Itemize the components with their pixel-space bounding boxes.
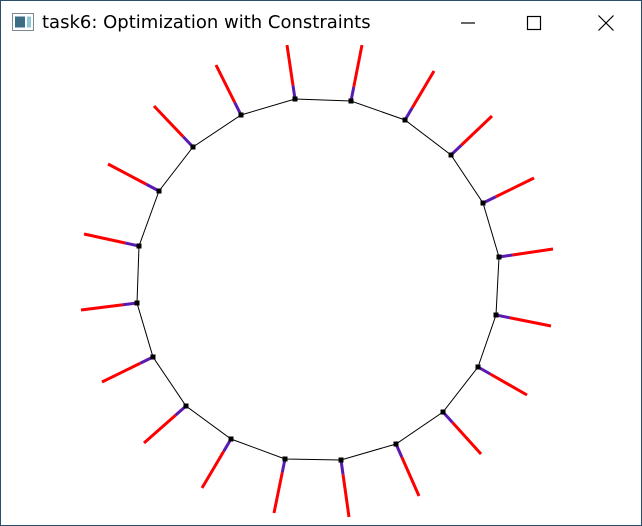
contour-node[interactable] [493, 312, 499, 318]
close-button[interactable] [583, 1, 629, 45]
normal-ray-outer [410, 70, 436, 109]
contour-node[interactable] [480, 200, 486, 206]
contour-node[interactable] [448, 152, 454, 158]
contour-nodes [134, 96, 502, 463]
close-icon [598, 15, 614, 31]
normal-ray-outer [214, 64, 237, 104]
window-title: task6: Optimization with Constraints [42, 12, 371, 33]
normal-ray-outer [460, 114, 494, 147]
normal-ray-outer [285, 45, 295, 86]
contour-node[interactable] [393, 441, 399, 447]
normal-ray-outer [200, 450, 226, 489]
contour-polygon [136, 98, 500, 461]
contour-node[interactable] [440, 409, 446, 415]
minimize-button[interactable] [445, 1, 491, 45]
contour-node[interactable] [292, 96, 298, 102]
maximize-icon [526, 15, 542, 31]
normal-ray-outer [107, 162, 147, 186]
contour-node[interactable] [156, 188, 162, 194]
contour-node[interactable] [402, 117, 408, 123]
normal-ray-outer [400, 456, 421, 497]
normal-ray-outer [451, 421, 483, 456]
normal-ray-outer [509, 316, 552, 328]
contour-node[interactable] [338, 457, 344, 463]
contour-node[interactable] [238, 112, 244, 118]
normal-ray-outer [83, 232, 126, 245]
normal-ray-outer [512, 247, 554, 257]
contour-node[interactable] [282, 456, 288, 462]
minimize-icon [461, 22, 475, 24]
normal-ray-outer [495, 176, 535, 199]
simulation-canvas[interactable] [1, 45, 641, 525]
contour-node[interactable] [475, 364, 481, 370]
contour-node[interactable] [496, 254, 502, 260]
contour-node[interactable] [348, 98, 354, 104]
normal-ray-outer [352, 45, 364, 88]
normal-ray-outer [143, 414, 177, 445]
app-window-icon [12, 13, 34, 31]
normal-ray-outer [80, 303, 124, 312]
contour-node[interactable] [150, 354, 156, 360]
simulation-drawing [80, 45, 554, 518]
normal-ray-outer [272, 472, 284, 514]
normal-ray-outer [101, 361, 141, 384]
normal-ray-outer [152, 104, 185, 138]
contour-node[interactable] [183, 403, 189, 409]
normal-ray-outer [489, 372, 528, 397]
normal-rays [80, 45, 554, 518]
title-bar[interactable]: task6: Optimization with Constraints [1, 1, 641, 45]
contour-node[interactable] [136, 243, 142, 249]
contour-node[interactable] [190, 144, 196, 150]
contour-node[interactable] [228, 436, 234, 442]
contour-node[interactable] [134, 300, 140, 306]
normal-ray-outer [341, 474, 351, 518]
maximize-button[interactable] [511, 1, 557, 45]
